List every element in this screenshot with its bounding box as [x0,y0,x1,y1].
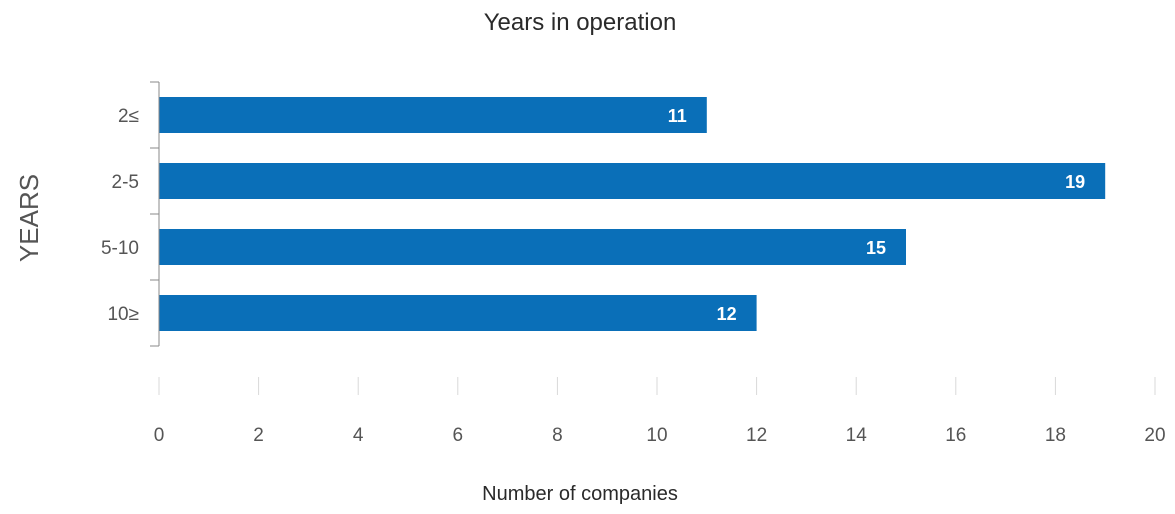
category-label: 2-5 [112,172,139,193]
x-tick-label: 20 [1144,425,1165,446]
x-tick-label: 0 [154,425,165,446]
bars-group [159,97,1106,331]
data-label: 12 [717,304,737,324]
x-axis-title: Number of companies [482,483,678,505]
x-tick-label: 2 [253,425,264,446]
category-labels: 2≤ 2-5 5-10 10≥ [101,106,139,325]
category-label: 5-10 [101,238,139,259]
category-label: 10≥ [107,304,139,325]
bar [159,97,707,133]
x-tick-label: 8 [552,425,563,446]
bar [159,163,1106,199]
data-labels: 11 19 15 12 [668,106,1085,324]
x-tick-label: 4 [353,425,364,446]
y-axis [150,81,160,347]
x-tick-label: 6 [453,425,464,446]
data-label: 11 [668,106,687,126]
x-tick-label: 10 [646,425,667,446]
x-tick-label: 18 [1045,425,1066,446]
x-axis-ticks: 0 2 4 6 8 10 12 14 16 18 20 [154,377,1166,446]
bar [159,229,906,265]
y-axis-title: YEARS [14,174,44,262]
x-tick-label: 14 [846,425,868,446]
category-label: 2≤ [118,106,139,127]
bar [159,295,757,331]
x-tick-label: 16 [945,425,966,446]
chart-title: Years in operation [484,9,677,36]
data-label: 15 [866,238,886,258]
x-tick-label: 12 [746,425,767,446]
data-label: 19 [1065,172,1085,192]
